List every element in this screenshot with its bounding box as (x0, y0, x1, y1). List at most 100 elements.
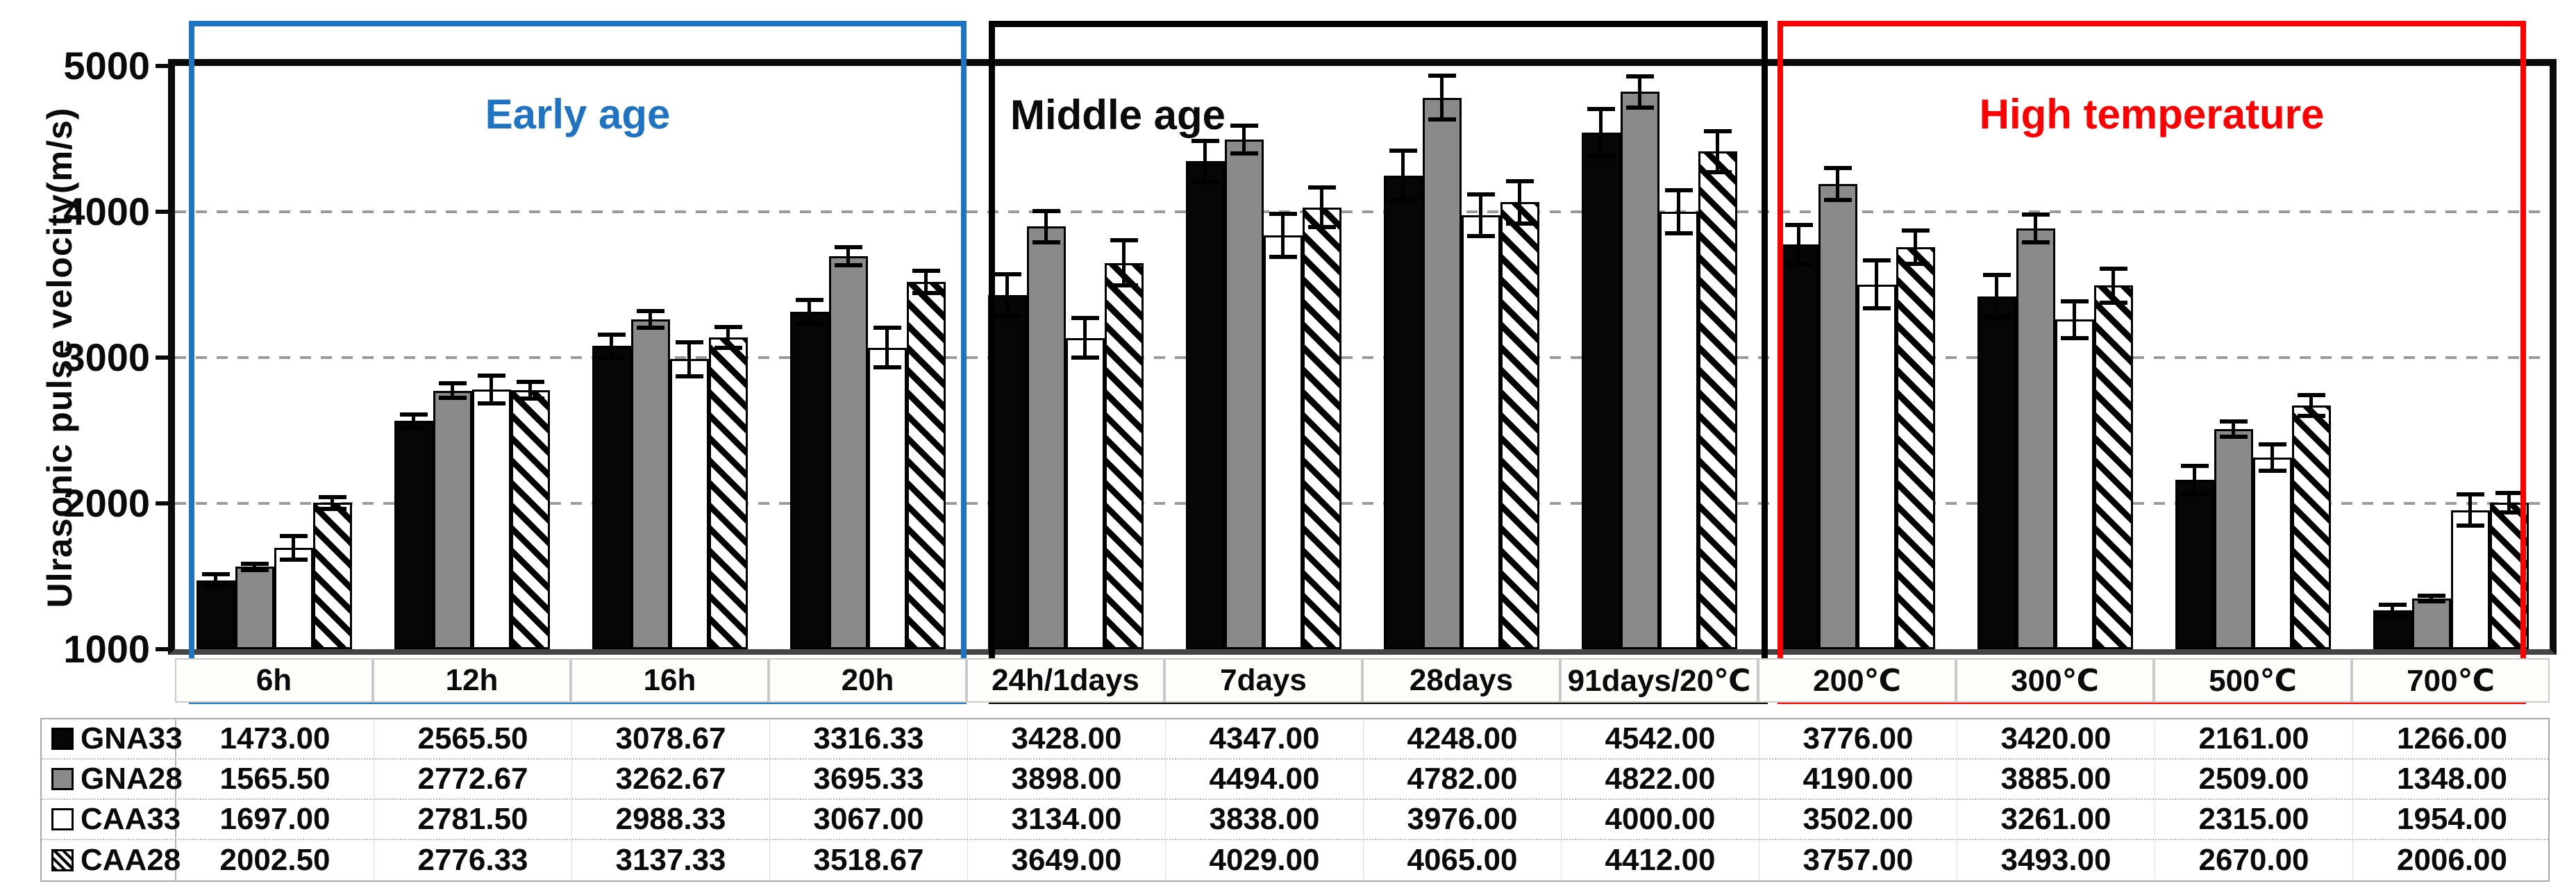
table-cell-gna28-28days: 4782.00 (1364, 760, 1562, 798)
error-bar-cap-bottom (2219, 434, 2248, 439)
table-cell-gna33-200: 3776.00 (1759, 719, 1957, 758)
bar-gna33-91days-20 (1581, 133, 1621, 649)
legend-series-name: GNA28 (81, 762, 183, 796)
error-bar-cap-bottom (1784, 262, 1813, 267)
error-bar-cap-top (912, 269, 940, 274)
bar-caa28-12h (510, 390, 550, 649)
error-bar-cap-bottom (993, 314, 1021, 319)
error-bar-cap-top (993, 271, 1021, 276)
error-bar-cap-top (399, 412, 428, 417)
error-bar-cap-bottom (1269, 254, 1297, 259)
error-bar-cap-top (1110, 238, 1138, 242)
legend-swatch-white-icon (51, 808, 74, 830)
error-bar-cap-top (2021, 212, 2050, 217)
table-cell-caa33-700: 1954.00 (2396, 802, 2508, 836)
error-bar-gna28-20h (833, 245, 864, 267)
error-bar-cap-bottom (2060, 335, 2089, 340)
error-bar-cap-top (1269, 212, 1297, 217)
error-bar-line (1242, 124, 1246, 156)
bar-caa33-200 (1857, 284, 1896, 649)
bar-caa33-24h-1days (1065, 337, 1105, 649)
error-bar-cap-bottom (2495, 510, 2523, 515)
error-bar-cap-bottom (1901, 262, 1930, 267)
error-bar-line (1281, 212, 1285, 259)
error-bar-cap-top (2456, 492, 2484, 497)
bar-caa33-20h (867, 347, 907, 649)
table-cell-caa28-6h: 2002.50 (176, 840, 374, 880)
table-cell-caa33-12h: 2781.50 (374, 800, 572, 839)
bar-caa28-500 (2291, 405, 2331, 649)
error-bar-line (451, 381, 454, 401)
bar-caa28-16h (708, 337, 748, 649)
error-bar-cap-bottom (1505, 221, 1534, 226)
error-bar-cap-bottom (2021, 240, 2050, 245)
gridline-4000 (175, 210, 2550, 213)
error-bar-cap-top (1191, 138, 1219, 143)
bar-caa28-24h-1days (1104, 262, 1144, 649)
error-bar-caa33-24h-1days (1070, 316, 1101, 360)
table-cell-gna33-500: 2161.00 (2155, 719, 2353, 758)
category-label-200: 200℃ (1758, 658, 1956, 703)
error-bar-cap-top (477, 373, 505, 378)
error-bar-line (2073, 299, 2076, 340)
error-bar-line (610, 332, 613, 360)
error-bar-cap-bottom (873, 365, 901, 370)
error-bar-cap-bottom (1428, 117, 1456, 122)
bar-caa33-700 (2450, 510, 2490, 649)
error-bar-caa33-200 (1862, 258, 1892, 311)
error-bar-cap-bottom (279, 557, 308, 562)
error-bar-cap-bottom (2258, 468, 2286, 473)
error-bar-line (726, 325, 730, 350)
error-bar-caa33-7days (1268, 212, 1298, 259)
legend-cell-caa33: CAA33 (42, 800, 181, 839)
error-bar-cap-bottom (675, 374, 703, 378)
error-bar-cap-top (1625, 74, 1654, 79)
error-bar-caa33-12h (476, 373, 507, 405)
error-bar-gna28-500 (2218, 419, 2249, 439)
error-bar-cap-top (279, 533, 308, 538)
error-bar-caa33-700 (2455, 492, 2486, 528)
error-bar-line (1677, 188, 1680, 235)
table-cell-caa33-24h-1days: 3134.00 (968, 800, 1166, 839)
table-cell-caa28-300: 3493.00 (1957, 840, 2155, 880)
category-label-16h: 16h (571, 658, 769, 703)
error-bar-cap-bottom (1823, 198, 1852, 203)
bar-gna28-500 (2214, 429, 2253, 649)
error-bar-caa33-20h (872, 326, 903, 370)
error-bar-gna33-300 (1982, 273, 2012, 320)
error-bar-gna28-200 (1823, 165, 1853, 203)
error-bar-gna33-16h (596, 332, 627, 360)
error-bar-line (1005, 271, 1009, 319)
error-bar-gna28-91days-20 (1625, 74, 1655, 110)
error-bar-line (1599, 107, 1603, 158)
gridline-3000 (175, 356, 2550, 359)
error-bar-line (412, 412, 415, 430)
error-bar-cap-top (1505, 178, 1534, 183)
bar-group-500 (2154, 66, 2352, 649)
region-label-early-age: Early age (485, 91, 671, 137)
bar-group-200 (1758, 66, 1956, 649)
error-bar-line (885, 326, 889, 370)
error-bar-line (1797, 222, 1800, 267)
error-bar-cap-top (1071, 316, 1099, 321)
error-bar-cap-top (1466, 192, 1495, 197)
error-bar-caa33-16h (674, 340, 705, 378)
error-bar-line (2193, 464, 2196, 496)
error-bar-cap-bottom (795, 321, 823, 326)
error-bar-line (2270, 442, 2274, 473)
table-cell-caa28-7days: 4029.00 (1166, 840, 1364, 880)
plot-area (168, 59, 2557, 655)
bar-group-700 (2352, 66, 2550, 649)
error-bar-cap-bottom (477, 401, 505, 405)
error-bar-caa28-300 (2098, 267, 2129, 305)
error-bar-gna28-6h (240, 561, 270, 572)
error-bar-cap-top (2219, 419, 2248, 424)
error-bar-caa28-700 (2494, 490, 2525, 515)
error-bar-cap-bottom (318, 507, 346, 512)
error-bar-gna28-700 (2416, 593, 2447, 604)
error-bar-line (1716, 128, 1719, 175)
bar-group-16h (571, 66, 769, 649)
error-bar-line (1518, 178, 1521, 226)
error-bar-cap-bottom (2417, 599, 2445, 604)
error-bar-cap-bottom (1230, 151, 1258, 156)
